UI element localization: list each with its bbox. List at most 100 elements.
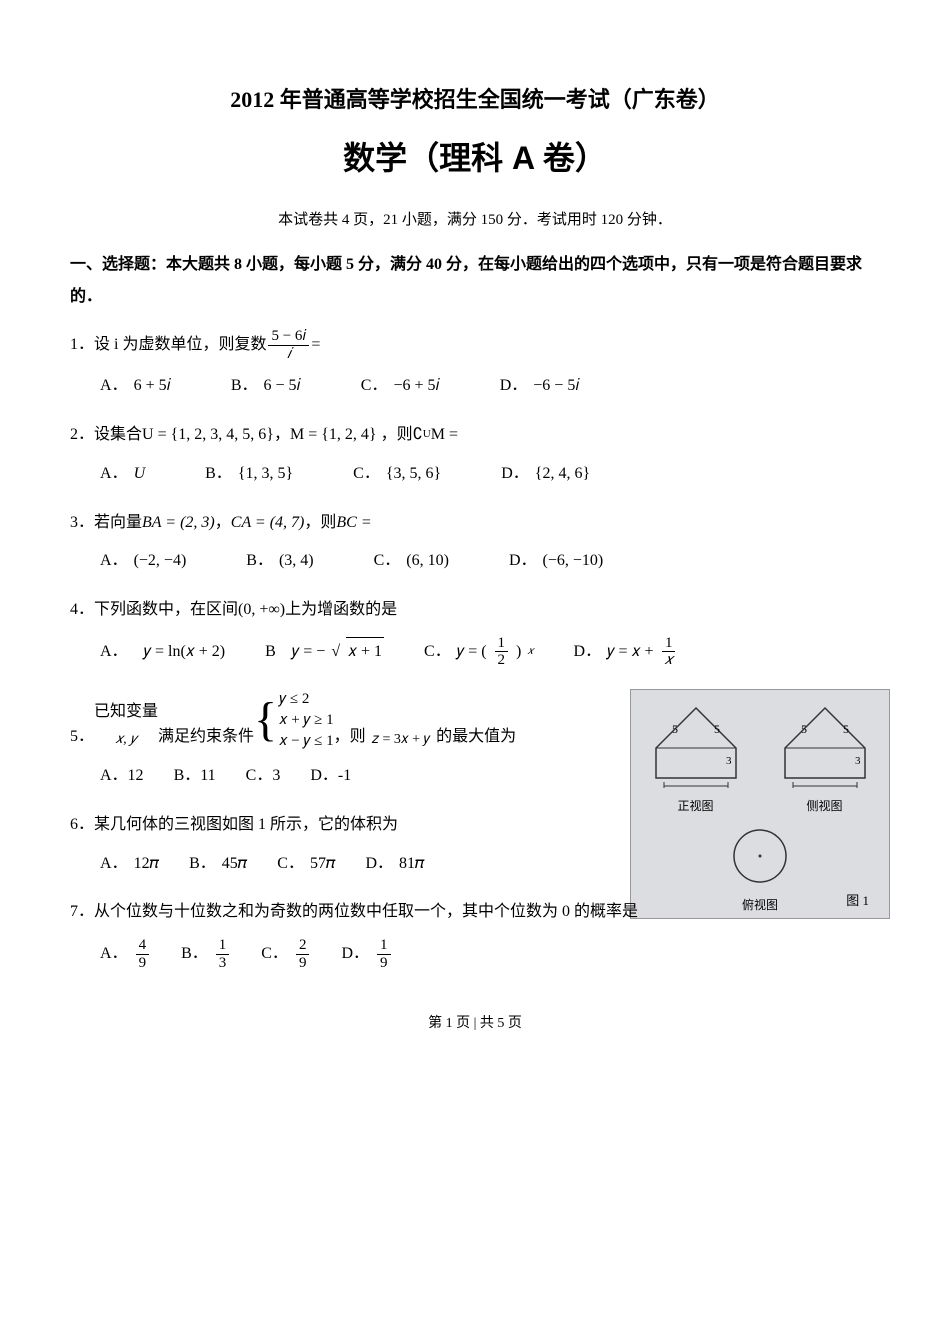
- q4-D-num: 1: [662, 635, 676, 653]
- q7-B-num: 1: [216, 937, 230, 955]
- q3-num: 3．: [70, 509, 94, 538]
- q2-B-label: B．: [205, 460, 232, 489]
- q7-B-label: B．: [181, 940, 208, 969]
- q2-A: U: [134, 460, 146, 489]
- q2-D: {2, 4, 6}: [535, 460, 590, 489]
- q1-B-label: B．: [231, 372, 258, 401]
- q4-C-num: 1: [495, 635, 509, 653]
- q3-D-label: D．: [509, 547, 537, 576]
- q5-B: B．11: [174, 762, 216, 791]
- section-1-header: 一、选择题：本大题共 8 小题，每小题 5 分，满分 40 分，在每小题给出的四…: [70, 249, 880, 313]
- question-5: 5． 已知变量 𝑥, 𝑦 满足约束条件 { 𝑦 ≤ 2 𝑥 + 𝑦 ≥ 1 𝑥 …: [70, 689, 880, 791]
- q6-A-label: A．: [100, 850, 128, 879]
- q7-C-num: 2: [296, 937, 310, 955]
- q3-ca: CA = (4, 7): [231, 509, 305, 538]
- q4-C-exp: 𝑥: [527, 642, 533, 662]
- q2-num: 2．: [70, 421, 94, 450]
- q3-bc: BC =: [336, 509, 371, 538]
- q1-stem-a: 设 i 为虚数单位，则复数: [94, 331, 266, 360]
- q3-stem-b: ，则: [304, 509, 336, 538]
- q6-B: 45𝜋: [222, 850, 248, 879]
- q3-A-label: A．: [100, 547, 128, 576]
- q6-D-label: D．: [365, 850, 393, 879]
- question-2: 2． 设集合 U = {1, 2, 3, 4, 5, 6} ， M = {1, …: [70, 421, 880, 489]
- q3-stem-a: 若向量: [94, 509, 142, 538]
- q3-D: (−6, −10): [543, 547, 604, 576]
- q2-comma: ，: [274, 421, 290, 450]
- q4-C-pre: 𝑦 = (: [457, 638, 487, 667]
- svg-text:5: 5: [843, 722, 849, 736]
- q7-C-den: 9: [296, 955, 310, 972]
- q3-C-label: C．: [374, 547, 401, 576]
- q5-stem-c: ，则: [334, 723, 366, 752]
- q1-C-label: C．: [361, 372, 388, 401]
- q4-D-den: 𝑥: [662, 652, 676, 669]
- q4-C-post: ): [516, 638, 521, 667]
- q1-A-label: A．: [100, 372, 128, 401]
- q5-stem-d: 的最大值为: [436, 723, 516, 752]
- page-footer: 第 1 页 | 共 5 页: [70, 1011, 880, 1036]
- q4-stem-b: 上为增函数的是: [285, 596, 397, 625]
- q2-stem-a: 设集合: [94, 421, 142, 450]
- q4-A-label: A．: [100, 638, 128, 667]
- q2-A-label: A．: [100, 460, 128, 489]
- q6-D: 81𝜋: [399, 850, 425, 879]
- q5-c2: 𝑥 + 𝑦 ≥ 1: [279, 710, 334, 731]
- q7-A-den: 9: [136, 955, 150, 972]
- q7-D-label: D．: [341, 940, 369, 969]
- q2-B: {1, 3, 5}: [238, 460, 293, 489]
- title-sub: 数学（理科 A 卷）: [70, 130, 880, 188]
- q1-num: 1．: [70, 331, 94, 360]
- q4-A: 𝑦 = ln(𝑥 + 2): [144, 638, 226, 667]
- q2-set-m: M = {1, 2, 4}: [290, 421, 377, 450]
- svg-text:3: 3: [855, 755, 861, 767]
- q6-B-label: B．: [189, 850, 216, 879]
- question-6: 6． 某几何体的三视图如图 1 所示，它的体积为 A．12𝜋 B．45𝜋 C．5…: [70, 811, 880, 879]
- q7-D-den: 9: [377, 955, 391, 972]
- q6-A: 12𝜋: [134, 850, 160, 879]
- q7-num: 7．: [70, 898, 94, 927]
- q5-z: 𝑧 = 3𝑥 + 𝑦: [372, 727, 430, 752]
- exam-info: 本试卷共 4 页，21 小题，满分 150 分．考试用时 120 分钟．: [70, 207, 880, 234]
- q4-num: 4．: [70, 596, 94, 625]
- svg-text:5: 5: [801, 722, 807, 736]
- q5-stem-a: 已知变量: [94, 698, 158, 727]
- svg-text:6: 6: [690, 786, 696, 788]
- q1-frac-den: 𝑖: [284, 346, 294, 363]
- svg-text:6: 6: [819, 786, 825, 788]
- q7-stem: 从个位数与十位数之和为奇数的两位数中任取一个，其中个位数为 0 的概率是: [94, 898, 638, 927]
- q6-C: 57𝜋: [310, 850, 336, 879]
- q7-C-label: C．: [261, 940, 288, 969]
- q1-C: −6 + 5𝑖: [393, 372, 439, 401]
- title-main: 2012 年普通高等学校招生全国统一考试（广东卷）: [70, 80, 880, 120]
- svg-text:3: 3: [726, 755, 732, 767]
- q3-A: (−2, −4): [134, 547, 187, 576]
- front-view-svg: 5 5 3 6: [646, 698, 746, 788]
- q4-B-label: B: [265, 638, 276, 667]
- q4-D-label: D．: [574, 638, 602, 667]
- q3-B-label: B．: [246, 547, 273, 576]
- q7-B-den: 3: [216, 955, 230, 972]
- q4-D-pre: 𝑦 = 𝑥 +: [607, 638, 653, 667]
- q4-B-sqrt: 𝑥 + 1: [346, 637, 384, 667]
- q5-c1: 𝑦 ≤ 2: [279, 689, 334, 710]
- q4-B-pre: 𝑦 = −: [292, 638, 326, 667]
- q2-D-label: D．: [501, 460, 529, 489]
- q7-A-num: 4: [136, 937, 150, 955]
- q5-c3: 𝑥 − 𝑦 ≤ 1: [279, 731, 334, 752]
- q4-C-den: 2: [495, 652, 509, 669]
- q4-C-label: C．: [424, 638, 451, 667]
- q2-comp: ∁: [413, 421, 423, 450]
- q5-D: D．-1: [310, 762, 351, 791]
- svg-text:5: 5: [672, 722, 678, 736]
- q1-D-label: D．: [500, 372, 528, 401]
- q6-C-label: C．: [277, 850, 304, 879]
- q5-vars: 𝑥, 𝑦: [115, 727, 136, 752]
- question-1: 1． 设 i 为虚数单位，则复数 5 − 6𝑖 𝑖 = A．6 + 5𝑖 B．6…: [70, 328, 880, 401]
- q7-A-label: A．: [100, 940, 128, 969]
- question-4: 4． 下列函数中，在区间 (0, +∞) 上为增函数的是 A． 𝑦 = ln(𝑥…: [70, 596, 880, 669]
- q1-A: 6 + 5𝑖: [134, 372, 171, 401]
- q2-set-u: U = {1, 2, 3, 4, 5, 6}: [142, 421, 274, 450]
- q1-frac-num: 5 − 6𝑖: [268, 328, 309, 346]
- q4-stem-a: 下列函数中，在区间: [94, 596, 238, 625]
